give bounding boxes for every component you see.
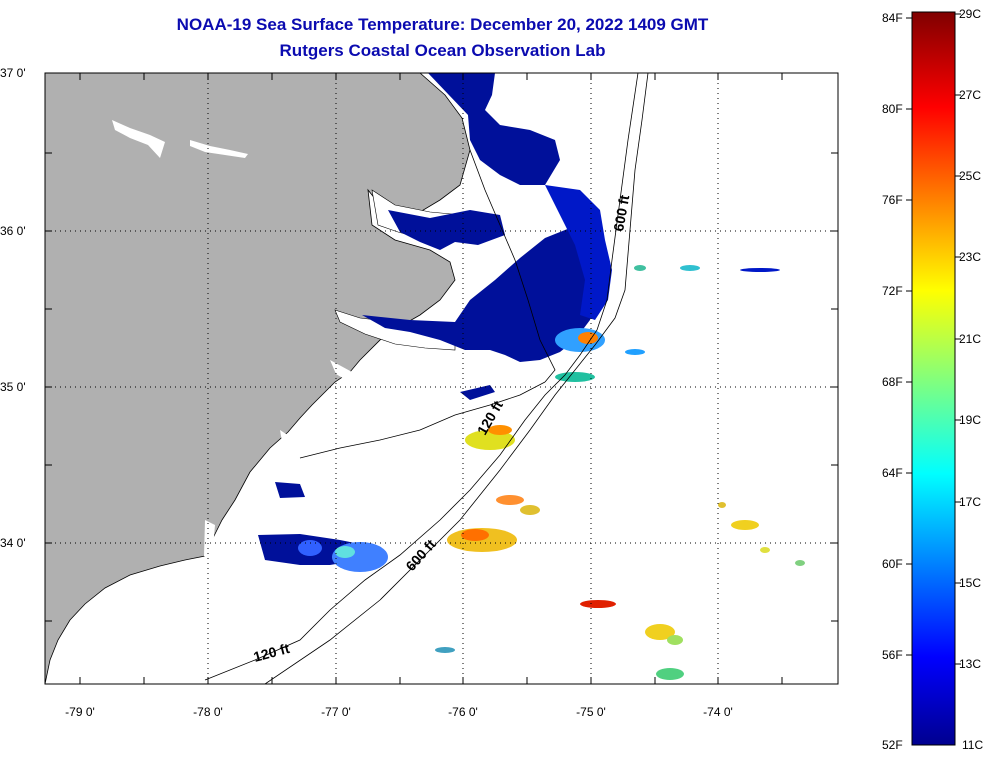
lat-label-34: 34 0' bbox=[0, 536, 26, 550]
colorbar-c-23: 23C bbox=[959, 250, 981, 264]
colorbar-c-25: 25C bbox=[959, 169, 981, 183]
colorbar-f-84: 84F bbox=[882, 11, 903, 25]
river-inlet-3 bbox=[330, 360, 380, 398]
lat-label-37: 37 0' bbox=[0, 66, 26, 80]
map-title: NOAA-19 Sea Surface Temperature: Decembe… bbox=[176, 15, 709, 34]
river-inlet-1 bbox=[112, 120, 165, 158]
colorbar-f-64: 64F bbox=[882, 466, 903, 480]
river-inlet-5 bbox=[204, 520, 215, 560]
cold-water-patch-3 bbox=[460, 385, 495, 400]
contour-600ft bbox=[264, 73, 649, 684]
colorbar-c-13: 13C bbox=[959, 657, 981, 671]
lon-label-76: -76 0' bbox=[448, 705, 478, 719]
sst-patches bbox=[298, 265, 805, 680]
lon-label-75: -75 0' bbox=[576, 705, 606, 719]
lon-label-74: -74 0' bbox=[703, 705, 733, 719]
contour-120ft bbox=[204, 73, 639, 681]
colorbar-f-60: 60F bbox=[882, 557, 903, 571]
coastline-shelf bbox=[299, 381, 546, 459]
coastline-outer-banks bbox=[469, 149, 556, 383]
lon-label-78: -78 0' bbox=[193, 705, 223, 719]
cold-water-outer-banks bbox=[545, 185, 612, 320]
colorbar-f-68: 68F bbox=[882, 375, 903, 389]
colorbar-c-21: 21C bbox=[959, 332, 981, 346]
river-inlet-4 bbox=[280, 430, 300, 452]
colorbar-f-76: 76F bbox=[882, 193, 903, 207]
colorbar-f-80: 80F bbox=[882, 102, 903, 116]
cold-water-onslow-2 bbox=[275, 482, 305, 498]
graticule bbox=[45, 73, 838, 684]
colorbar-c-11: 11C bbox=[962, 738, 983, 752]
river-inlet-2 bbox=[190, 140, 248, 158]
colorbar-ticks bbox=[906, 13, 961, 665]
colorbar-c-27: 27C bbox=[959, 88, 981, 102]
temperature-colorbar bbox=[911, 11, 956, 746]
lon-label-79: -79 0' bbox=[65, 705, 95, 719]
colorbar-c-15: 15C bbox=[959, 576, 981, 590]
cold-water-currituck bbox=[428, 73, 560, 185]
cold-water-albemarle bbox=[388, 210, 505, 250]
map-border bbox=[44, 72, 839, 685]
tick-marks bbox=[45, 72, 838, 684]
lat-label-36: 36 0' bbox=[0, 224, 26, 238]
colorbar-f-56: 56F bbox=[882, 648, 903, 662]
depth-label-600ft-north: 600 ft bbox=[610, 193, 632, 232]
lon-label-77: -77 0' bbox=[321, 705, 351, 719]
colorbar-c-19: 19C bbox=[959, 413, 981, 427]
colorbar-c-17: 17C bbox=[959, 495, 981, 509]
map-subtitle: Rutgers Coastal Ocean Observation Lab bbox=[279, 41, 606, 60]
colorbar-c-29: 29C bbox=[959, 7, 981, 21]
colorbar-f-72: 72F bbox=[882, 284, 903, 298]
colorbar-f-52: 52F bbox=[882, 738, 903, 752]
lat-label-35: 35 0' bbox=[0, 380, 26, 394]
cold-water-pamlico bbox=[362, 228, 598, 362]
